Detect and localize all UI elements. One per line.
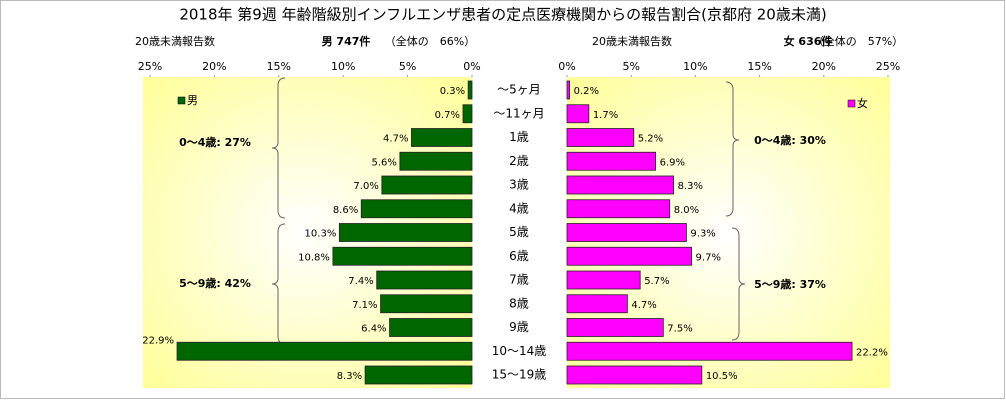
share-label: （全体の 57%） (813, 34, 903, 48)
value-label: 10.5% (706, 371, 738, 382)
bar (566, 223, 687, 242)
value-label: 0.3% (440, 86, 465, 97)
category-label: ～11ヶ月 (493, 106, 544, 120)
category-label: 1歳 (509, 130, 529, 144)
x-tick-label: 10% (683, 60, 707, 73)
bracket (725, 81, 740, 217)
bar (411, 128, 473, 147)
value-label: 7.5% (667, 324, 692, 335)
category-label: ～5ヶ月 (497, 83, 541, 97)
bar (566, 128, 635, 147)
bar (566, 104, 590, 124)
x-tick-label: 0% (463, 60, 480, 73)
value-label: 6.9% (660, 157, 685, 168)
value-label: 10.8% (298, 252, 330, 263)
value-label: 0.2% (574, 86, 599, 97)
value-label: 1.7% (593, 110, 618, 121)
bracket (271, 77, 286, 219)
category-label: 2歳 (509, 154, 529, 168)
value-label: 7.4% (348, 276, 373, 287)
x-tick-label: 15% (267, 60, 291, 73)
category-label: 6歳 (509, 249, 529, 263)
value-label: 4.7% (631, 300, 656, 311)
legend-label: 男 (187, 94, 198, 107)
x-tick-label: 15% (747, 60, 771, 73)
axis-label: 20歳未満報告数 (592, 35, 672, 48)
category-label: 10～14歳 (492, 344, 547, 358)
bar (566, 199, 671, 219)
bar (566, 80, 570, 100)
value-label: 9.3% (690, 229, 715, 240)
bar (566, 341, 853, 361)
group-label: 5～9歳: 42% (179, 276, 251, 290)
category-label: 7歳 (509, 273, 529, 287)
group-label: 5～9歳: 37% (754, 277, 826, 291)
group-label: 0～4歳: 30% (754, 133, 826, 147)
bar (566, 365, 703, 385)
x-tick-label: 25% (876, 60, 900, 73)
value-label: 8.6% (333, 205, 358, 216)
bar (389, 318, 473, 337)
bar (399, 151, 473, 171)
value-label: 7.1% (352, 300, 377, 311)
share-label: （全体の 66%） (385, 34, 475, 48)
total-label: 男 747件 (322, 34, 371, 48)
bracket (731, 227, 746, 341)
value-label: 4.7% (383, 134, 408, 145)
x-tick-label: 20% (812, 60, 836, 73)
legend-swatch (847, 99, 856, 108)
legend-swatch (177, 96, 186, 105)
category-label: 5歳 (509, 225, 529, 239)
value-label: 9.7% (696, 252, 721, 263)
value-label: 22.2% (856, 347, 888, 358)
bar (364, 365, 473, 385)
bar (381, 175, 473, 195)
bar (338, 223, 473, 242)
value-label: 5.2% (638, 134, 663, 145)
value-label: 6.4% (361, 324, 386, 335)
x-tick-label: 5% (399, 60, 416, 73)
chart-title: 2018年 第9週 年齢階級別インフルエンザ患者の定点医療機関からの報告割合(京… (179, 6, 826, 24)
bar (467, 80, 473, 100)
bar (332, 246, 473, 266)
bar (566, 294, 628, 314)
value-label: 8.3% (337, 371, 362, 382)
x-tick-label: 5% (622, 60, 639, 73)
bar (360, 199, 473, 219)
value-label: 8.3% (678, 181, 703, 192)
bar (566, 151, 656, 171)
bar (462, 104, 473, 124)
category-label: 9歳 (509, 320, 529, 334)
total-label: 女 636件 (784, 34, 833, 48)
x-tick-label: 0% (558, 60, 575, 73)
value-label: 5.6% (371, 157, 396, 168)
value-label: 8.0% (674, 205, 699, 216)
bar (566, 246, 692, 266)
bracket (271, 223, 286, 345)
category-label: 3歳 (509, 178, 529, 192)
value-label: 7.0% (353, 181, 378, 192)
bar (176, 341, 473, 361)
value-label: 22.9% (142, 335, 174, 346)
category-label: 8歳 (509, 296, 529, 310)
bar (376, 270, 473, 290)
bar (566, 270, 641, 290)
value-label: 5.7% (644, 276, 669, 287)
axis-label: 20歳未満報告数 (135, 35, 215, 48)
x-tick-label: 25% (138, 60, 162, 73)
x-tick-label: 20% (202, 60, 226, 73)
category-label: 4歳 (509, 201, 529, 215)
bar (566, 175, 674, 195)
value-label: 0.7% (435, 110, 460, 121)
bar (380, 294, 473, 314)
legend-label: 女 (857, 96, 868, 110)
group-label: 0～4歳: 27% (179, 135, 251, 149)
value-label: 10.3% (305, 229, 337, 240)
bar (566, 318, 664, 337)
x-tick-label: 10% (331, 60, 355, 73)
category-label: 15～19歳 (492, 368, 547, 382)
